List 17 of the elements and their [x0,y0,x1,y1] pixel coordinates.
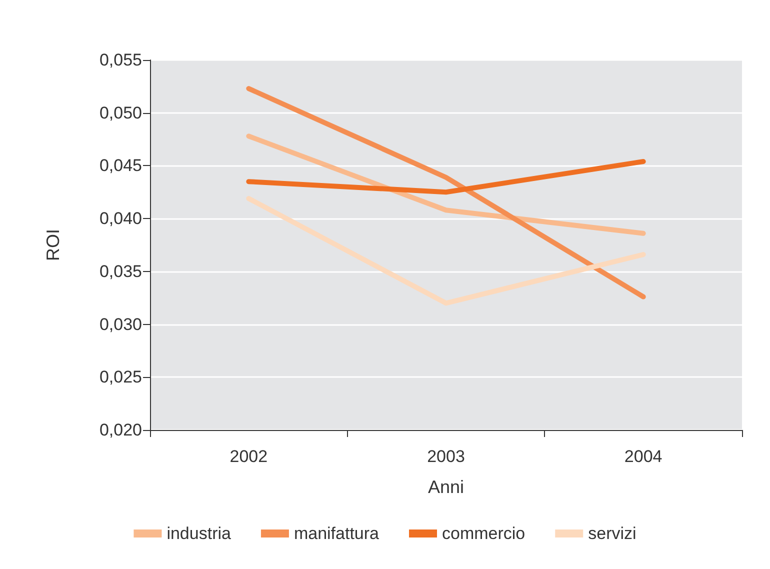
y-axis-title: ROI [43,228,63,262]
y-tick-label: 0,035 [99,262,142,281]
y-tick-label: 0,040 [99,209,142,228]
x-tick-label: 2002 [230,447,268,466]
y-tick-label: 0,025 [99,368,142,387]
y-tick-label: 0,050 [99,103,142,122]
x-tick-label: 2004 [624,447,662,466]
x-tick-label: 2003 [427,447,465,466]
y-tick-label: 0,030 [99,314,142,334]
legend-label: industria [166,524,232,543]
legend-label: commercio [442,524,526,543]
y-tick-label: 0,020 [99,420,142,440]
legend-label: manifattura [294,524,380,543]
x-axis-title: Anni [428,477,464,497]
legend-label: servizi [588,524,636,543]
y-tick-label: 0,055 [99,50,142,70]
y-tick-label: 0,045 [99,156,142,176]
